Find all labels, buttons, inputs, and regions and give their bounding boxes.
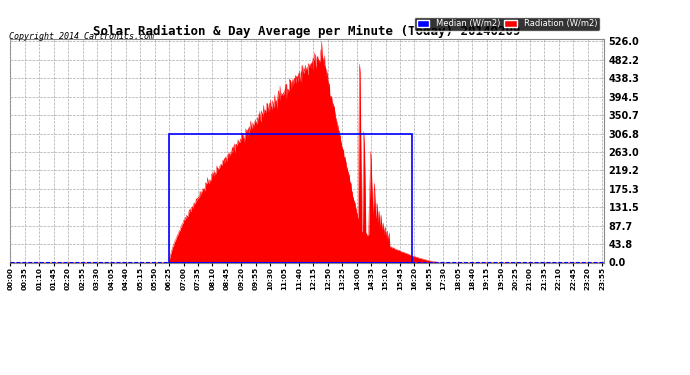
Title: Solar Radiation & Day Average per Minute (Today) 20140209: Solar Radiation & Day Average per Minute… — [93, 25, 521, 38]
Text: Copyright 2014 Cartronics.com: Copyright 2014 Cartronics.com — [9, 32, 154, 41]
Legend: Median (W/m2), Radiation (W/m2): Median (W/m2), Radiation (W/m2) — [414, 17, 600, 31]
Bar — [169, 134, 413, 262]
